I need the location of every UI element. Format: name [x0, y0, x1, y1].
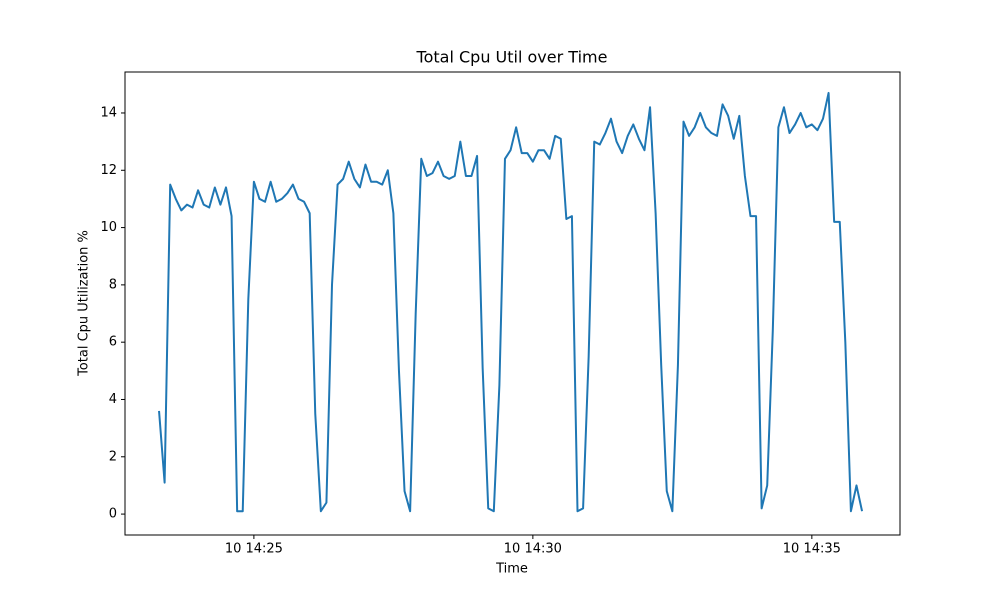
plot-frame	[124, 71, 901, 536]
x-tick-label: 10 14:30	[504, 542, 562, 557]
x-axis-label: Time	[495, 562, 528, 577]
x-tick-label: 10 14:35	[783, 542, 841, 557]
y-tick-label: 6	[109, 335, 117, 350]
y-tick-label: 4	[109, 392, 117, 407]
data-line	[158, 91, 864, 513]
y-tick-label: 2	[109, 449, 117, 464]
y-axis-label: Total Cpu Utilization %	[77, 230, 92, 377]
chart-title: Total Cpu Util over Time	[416, 48, 608, 67]
x-tick-label: 10 14:25	[225, 542, 283, 557]
y-tick-label: 14	[100, 105, 117, 120]
y-tick-label: 0	[109, 507, 117, 522]
y-tick-label: 8	[109, 277, 117, 292]
y-tick-label: 12	[100, 163, 117, 178]
y-tick-label: 10	[100, 220, 117, 235]
